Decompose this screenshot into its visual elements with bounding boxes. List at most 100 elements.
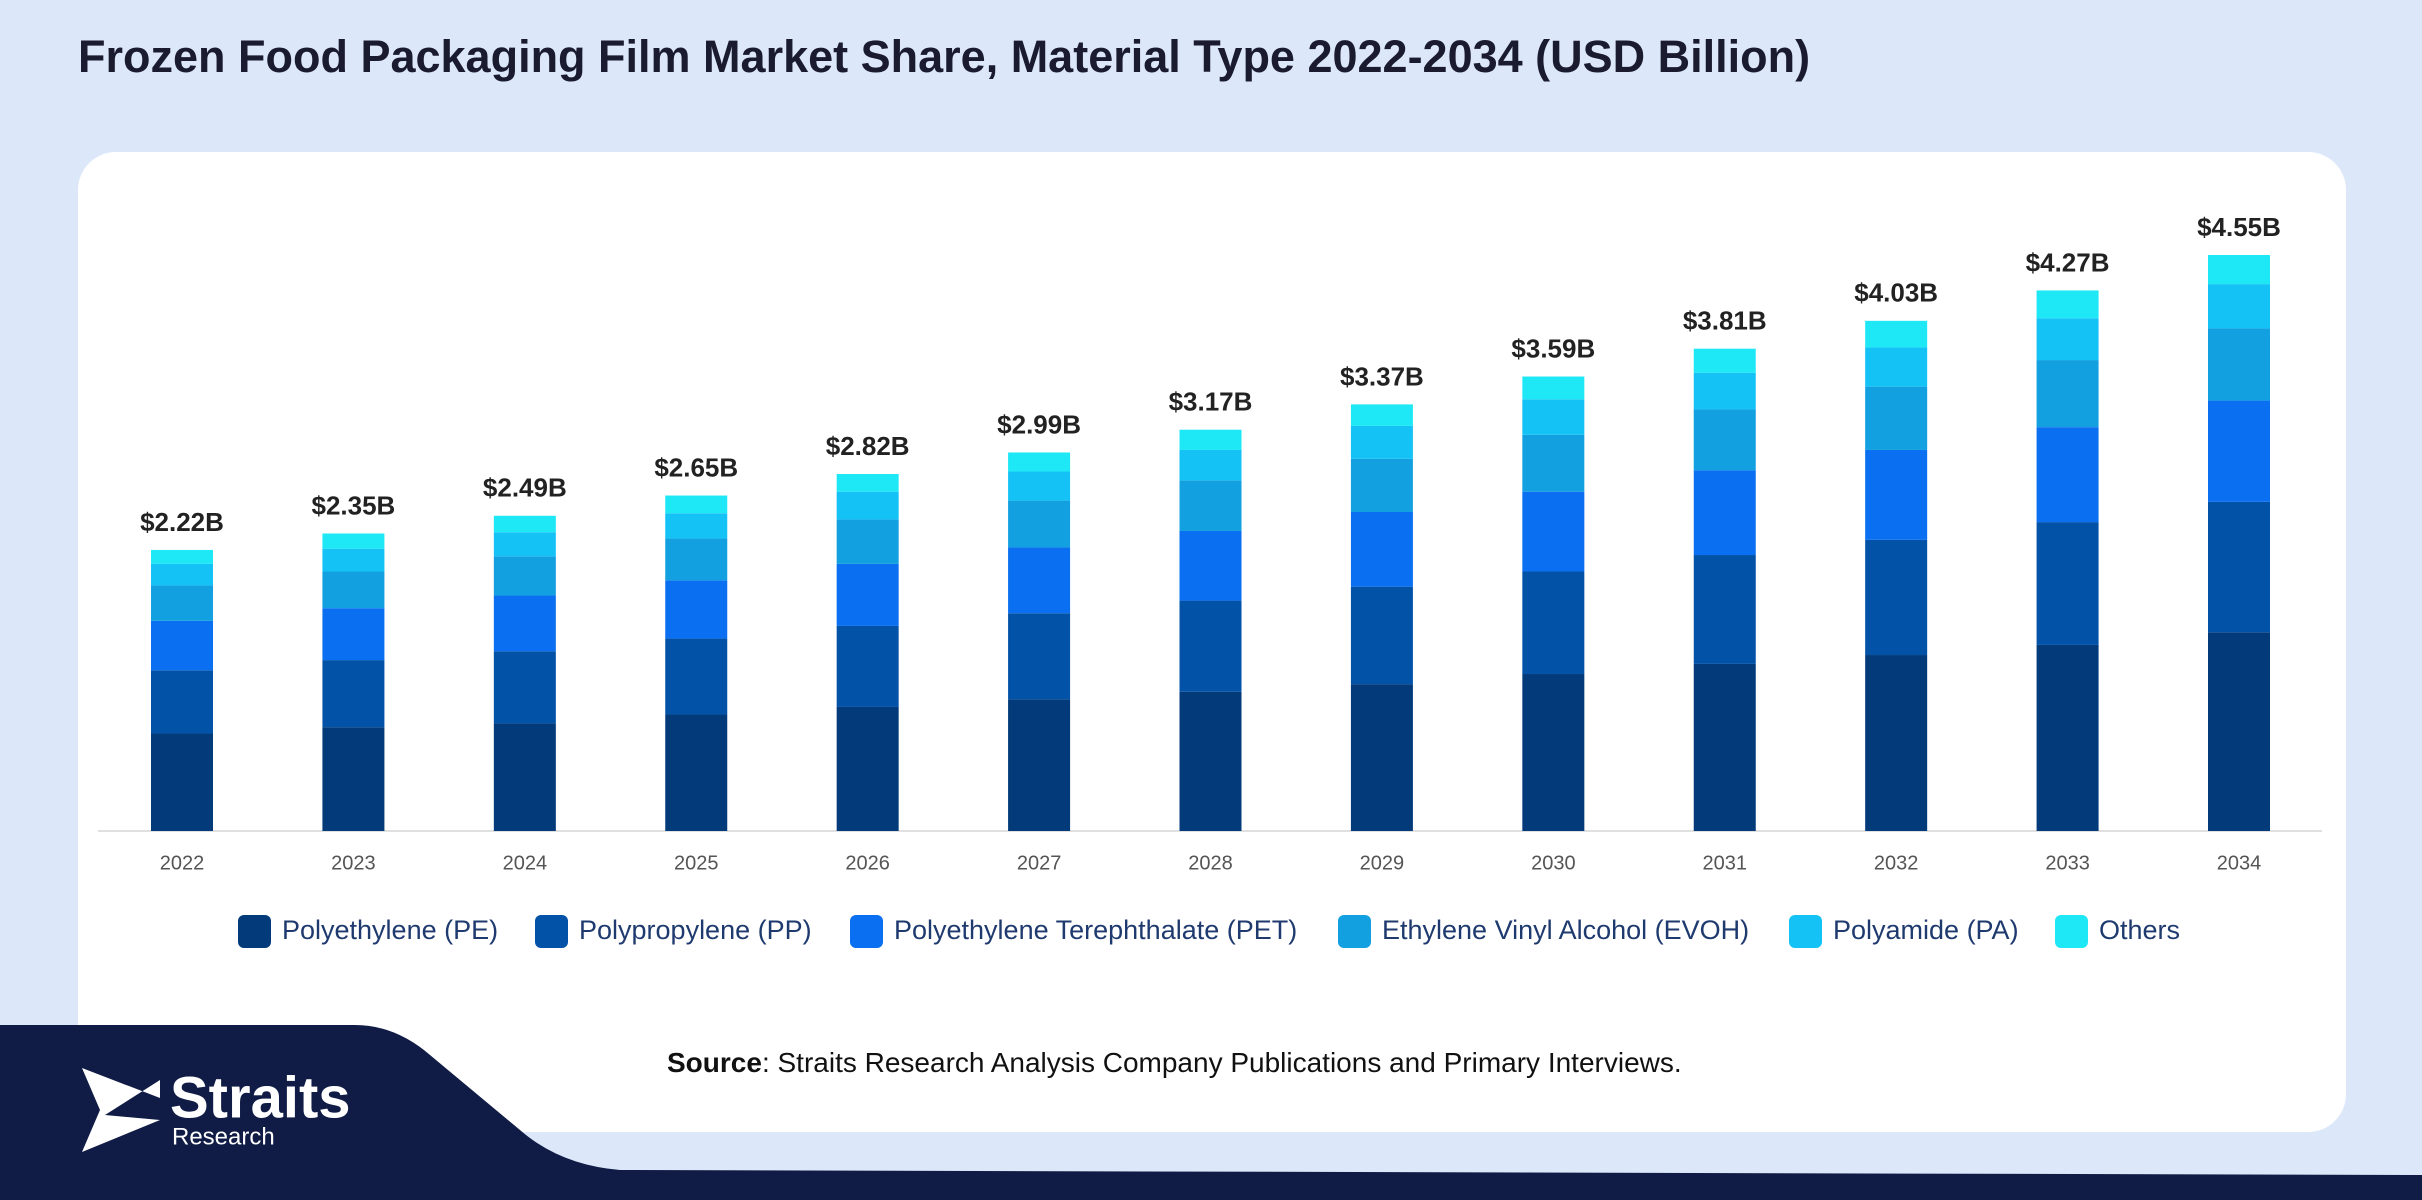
bar-segment <box>1693 555 1756 664</box>
x-tick-label: 2031 <box>1703 852 1748 874</box>
legend-label: Polyethylene (PE) <box>282 915 498 945</box>
bar-segment <box>1522 376 1585 400</box>
bar-segment <box>1179 600 1242 692</box>
source-text: : Straits Research Analysis Company Publ… <box>762 1047 1682 1078</box>
legend-swatch <box>1789 915 1822 948</box>
legend-item: Ethylene Vinyl Alcohol (EVOH) <box>1338 915 1749 948</box>
x-tick-label: 2029 <box>1360 852 1405 874</box>
legend-label: Polypropylene (PP) <box>579 915 812 945</box>
bar-segment <box>493 651 556 724</box>
bar-segment <box>493 532 556 557</box>
legend-item: Polyamide (PA) <box>1789 915 2019 948</box>
logo-name: Straits <box>170 1065 351 1130</box>
bar-segment <box>151 563 213 586</box>
bar-segment <box>151 549 213 564</box>
legend-label: Others <box>2099 915 2180 945</box>
x-tick-label: 2032 <box>1874 852 1919 874</box>
bar-segment <box>1865 320 1928 348</box>
total-label: $4.03B <box>1854 278 1938 308</box>
bar-segment <box>1179 429 1242 450</box>
legend-item: Polyethylene (PE) <box>238 915 498 948</box>
bar-segment <box>2036 318 2099 361</box>
x-tick-label: 2024 <box>503 852 548 874</box>
chart-title: Frozen Food Packaging Film Market Share,… <box>78 31 1810 82</box>
x-tick-label: 2033 <box>2045 852 2090 874</box>
bar-segment <box>1179 449 1242 481</box>
bar-segment <box>2208 400 2270 502</box>
x-tick-label: 2030 <box>1531 852 1576 874</box>
total-label: $2.65B <box>654 452 738 482</box>
total-label: $4.55B <box>2197 212 2281 242</box>
total-label: $3.81B <box>1683 306 1767 336</box>
bar-segment <box>2208 255 2270 285</box>
legend-label: Polyamide (PA) <box>1833 915 2019 945</box>
bar-segment <box>1865 347 1928 387</box>
legend-swatch <box>2055 915 2088 948</box>
footer-band <box>0 1025 2422 1200</box>
bar-segment <box>1865 386 1928 450</box>
bar-segment <box>322 548 385 572</box>
bar-segment <box>1179 530 1242 601</box>
bar-segment <box>1008 471 1071 501</box>
bar-segment <box>1350 684 1413 831</box>
bar-segment <box>1522 674 1585 831</box>
bar-segment <box>1179 691 1242 831</box>
bar-segment <box>2036 427 2099 523</box>
x-tick-label: 2022 <box>160 852 205 874</box>
bar-segment <box>151 620 213 671</box>
bar-segment <box>493 515 556 533</box>
bar-segment <box>322 727 385 831</box>
bar-segment <box>1522 399 1585 435</box>
bar-segment <box>1693 409 1756 471</box>
x-tick-label: 2026 <box>845 852 890 874</box>
bar-segment <box>1865 449 1928 540</box>
bar-segment <box>836 706 899 831</box>
bar-segment <box>1865 539 1928 656</box>
total-label: $3.59B <box>1511 333 1595 363</box>
x-tick-label: 2023 <box>331 852 376 874</box>
bar-segment <box>322 608 385 661</box>
bar-segment <box>1522 571 1585 675</box>
bar-segment <box>1350 511 1413 587</box>
bar-segment <box>1693 372 1756 410</box>
bar-segment <box>1179 480 1242 531</box>
bar-segment <box>836 474 899 492</box>
bar-segment <box>493 595 556 652</box>
legend-swatch <box>535 915 568 948</box>
logo-sub: Research <box>172 1123 275 1150</box>
total-label: $2.49B <box>483 473 567 503</box>
bar-segment <box>151 670 213 734</box>
bar-segment <box>322 533 385 549</box>
bar-segment <box>493 556 556 596</box>
bar-segment <box>1008 500 1071 548</box>
bar-segment <box>1350 404 1413 426</box>
bar-segment <box>493 723 556 831</box>
legend-item: Polypropylene (PP) <box>535 915 812 948</box>
bar-segment <box>665 495 728 514</box>
bar-segment <box>1693 470 1756 556</box>
total-label: $2.35B <box>311 490 395 520</box>
x-tick-label: 2025 <box>674 852 719 874</box>
x-tick-label: 2028 <box>1188 852 1233 874</box>
bar-segment <box>836 491 899 520</box>
logo-icon <box>82 1068 160 1152</box>
bar-segment <box>665 538 728 581</box>
bar-segment <box>836 519 899 564</box>
bar-segment <box>2036 360 2099 428</box>
bar-segment <box>665 714 728 831</box>
bar-segment <box>1522 491 1585 572</box>
bar-segment <box>1350 425 1413 459</box>
source-label: Source <box>667 1047 762 1078</box>
bar-segment <box>1350 458 1413 512</box>
legend-label: Polyethylene Terephthalate (PET) <box>894 915 1297 945</box>
bar-segment <box>836 563 899 626</box>
bar-segment <box>1008 613 1071 700</box>
bar-segment <box>1008 452 1071 472</box>
total-label: $2.99B <box>997 409 1081 439</box>
bar-segment <box>2036 644 2099 831</box>
x-tick-label: 2027 <box>1017 852 1062 874</box>
bar-segment <box>665 638 728 715</box>
bar-segment <box>151 585 213 621</box>
bar-segment <box>322 660 385 728</box>
x-tick-label: 2034 <box>2217 852 2262 874</box>
